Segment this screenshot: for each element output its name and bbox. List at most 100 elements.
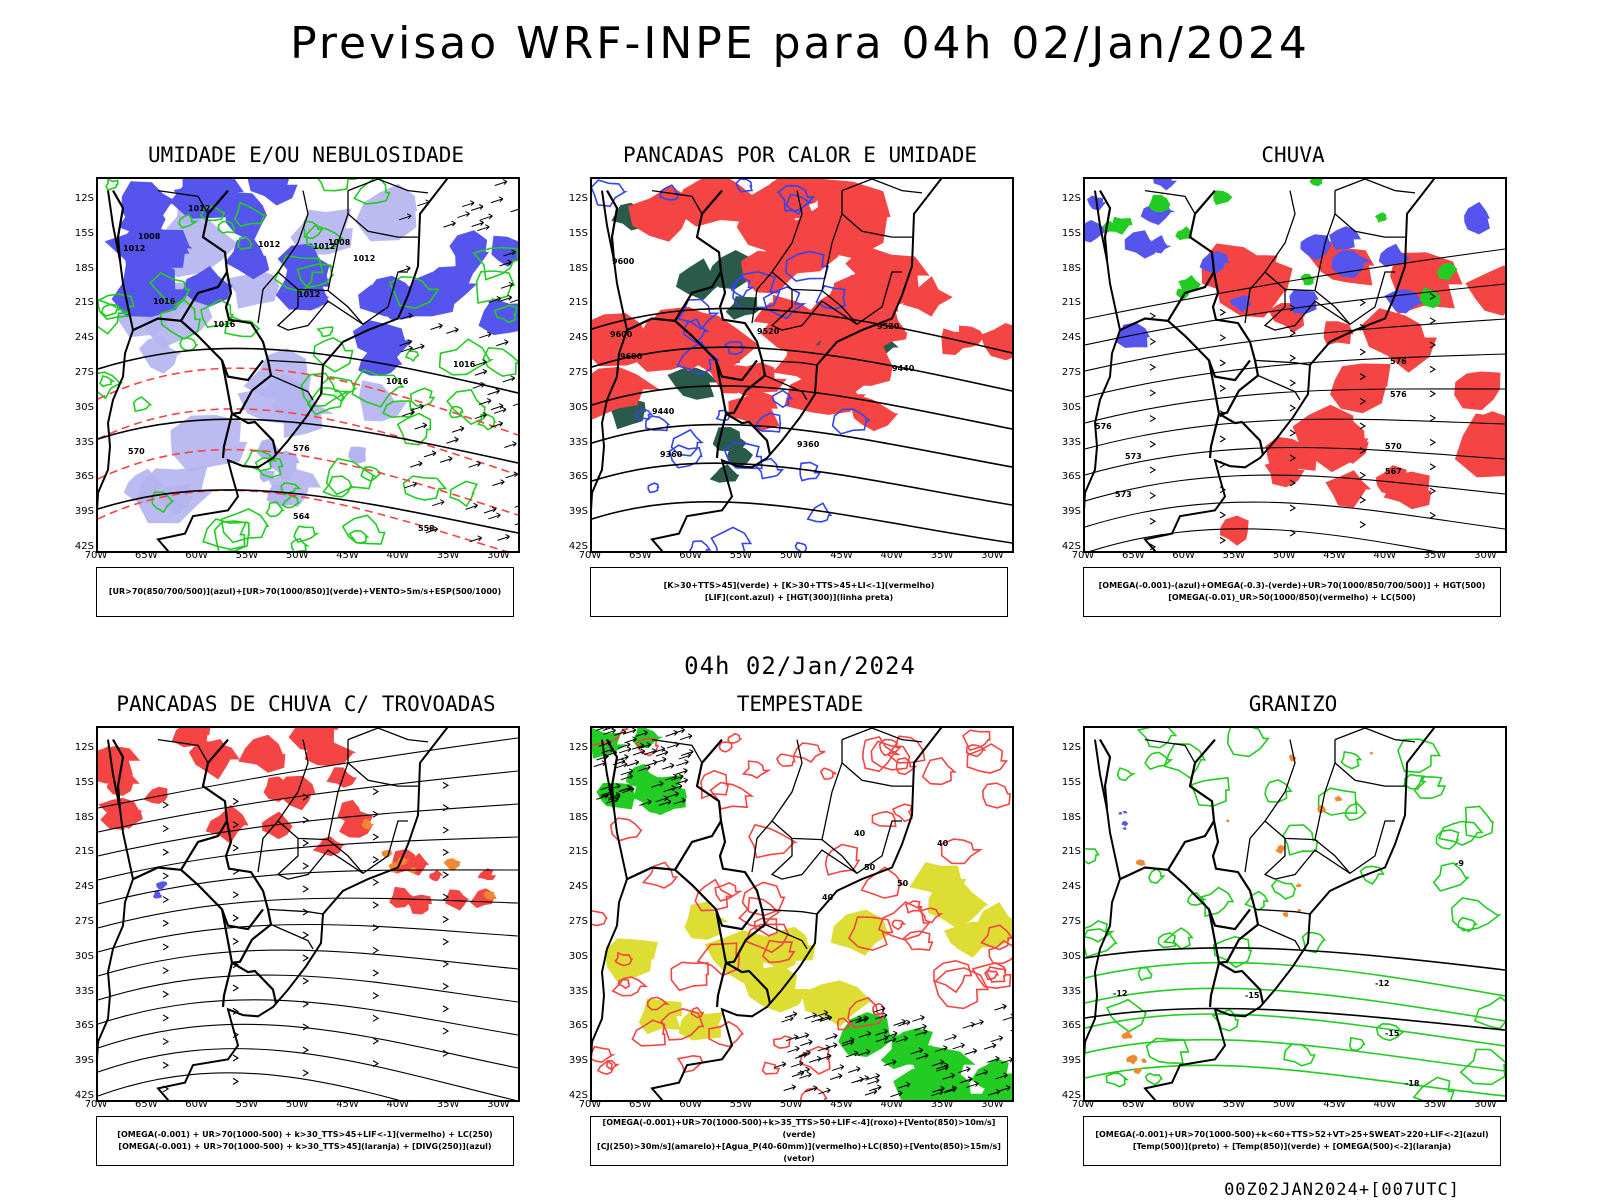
panel-3-legend: [OMEGA(-0.001)-(azul)+OMEGA(-0.3)-(verde… (1083, 567, 1501, 617)
rain-red-area (1474, 411, 1505, 444)
panel-1-lon-tick: 60W (185, 550, 208, 561)
panel-4-map-svg (98, 728, 518, 1100)
jet250-yellow-area (909, 862, 967, 896)
panel-6-lat-tick: 33S (1061, 985, 1081, 997)
panel-3-state-border (1257, 374, 1301, 401)
wind-vector (399, 213, 412, 221)
wind-vector (665, 729, 678, 737)
omega-orange-area (1225, 819, 1231, 823)
panel-3-lon-tick: 70W (1071, 550, 1095, 561)
panel-6-state-border (1218, 961, 1265, 1004)
precipitable-water-red-contour (792, 742, 826, 764)
humidity-green-contour (325, 457, 378, 496)
storm-red-area (100, 798, 139, 830)
panel-6-lat-tick: 27S (1061, 916, 1081, 927)
panel-2-lat-tick: 42S (568, 541, 588, 552)
hgt500-streamline-arrow (1429, 414, 1437, 422)
wind-vector (658, 798, 672, 806)
lc250-streamline-arrow (302, 931, 310, 939)
panel-2-title: PANCADAS POR CALOR E UMIDADE (622, 143, 977, 167)
panel-1-legend: [UR>70(850/700/500)](azul)+[UR>70(1000/8… (96, 567, 514, 617)
wind-vector (943, 1086, 957, 1094)
panel-1-lon-tick: 50W (285, 550, 309, 561)
rain-red-area (1383, 471, 1432, 510)
panel-4-state-border (267, 908, 324, 915)
panel-5-lat-tick: 42S (568, 1090, 588, 1101)
precipitable-water-red-contour (741, 881, 786, 917)
rain-red-area (1323, 321, 1354, 346)
storm-red-area (261, 811, 293, 840)
humidity-blue-area (124, 220, 193, 278)
panel-6-state-border (1254, 908, 1311, 915)
hgt300-black-contour (592, 346, 1012, 392)
storm-blue-area (156, 883, 163, 889)
panel-1-lat-tick: 30S (74, 401, 94, 413)
wind-vector (857, 1048, 871, 1056)
contour-label: 570 (1385, 442, 1402, 451)
contour-label: 570 (128, 447, 145, 456)
precipitable-water-red-contour (902, 930, 934, 952)
panel-1-lat-tick: 21S (74, 297, 94, 309)
panel-6-state-border (1167, 868, 1251, 931)
wind-vector (818, 1087, 831, 1095)
contour-label: -9 (1455, 859, 1464, 868)
wind-vector (461, 200, 475, 208)
wind-vector (623, 728, 637, 735)
panel-3-state-border (1167, 319, 1251, 382)
wind-vector (651, 780, 664, 788)
hgt500-streamline-arrow (1429, 365, 1437, 373)
panel-4-lat-tick: 36S (74, 1020, 94, 1032)
temp850-green-contour (1270, 879, 1297, 900)
panel-2-state-border (821, 271, 902, 326)
wind-vector (897, 1081, 911, 1089)
wind-vector (400, 345, 414, 353)
panel-4-lat-tick: 30S (74, 950, 94, 962)
wind-vector (514, 505, 518, 508)
wind-vector (874, 1012, 888, 1020)
hgt500-streamline (1085, 418, 1505, 450)
panel-2-lat-tick: 18S (568, 262, 588, 274)
hgt500-streamline-arrow (1219, 536, 1227, 544)
panel-6-state-border (1144, 738, 1196, 764)
humidity-green-contour (98, 293, 135, 320)
hgt500-streamline-arrow (1429, 463, 1437, 471)
humidity-green-contour (293, 525, 320, 543)
wind-vector (875, 1035, 889, 1043)
storm-red-area (339, 811, 373, 838)
wind-vector (414, 422, 428, 430)
lifted-index-blue-contour (634, 408, 654, 422)
precipitable-water-red-contour (690, 1006, 705, 1019)
wind-vector (499, 294, 513, 302)
hgt500-streamline-arrow (1219, 334, 1227, 342)
precipitable-water-red-contour (646, 996, 670, 1011)
panel-5-legend-line: [CJ(250)>30m/s](amarelo)+[Agua_P(40-60mm… (597, 1142, 1001, 1163)
panel-6-lon-tick: 60W (1172, 1099, 1195, 1110)
panel-2-lon-tick: 30W (981, 550, 1004, 561)
panel-2-state-border (725, 412, 772, 455)
wind-vector (872, 1005, 886, 1013)
panel-2-state-border (770, 289, 858, 331)
panel-2-lat-tick: 21S (568, 297, 588, 309)
panel-5-lon-tick: 45W (830, 1099, 853, 1110)
panel-5-title: TEMPESTADE (736, 692, 864, 716)
storm-orange-area (443, 858, 460, 871)
humidity-green-contour (265, 501, 285, 518)
precipitable-water-red-contour (918, 907, 944, 924)
humidity-light-blue-area (275, 463, 297, 482)
panel-1-lat-tick: 24S (74, 332, 94, 344)
lifted-index-blue-contour (710, 526, 753, 551)
temp850-green-contour (1457, 916, 1478, 933)
wind-vector (430, 323, 443, 330)
instability-red-area (765, 205, 853, 275)
wind-vector (998, 1084, 1011, 1092)
lc250-streamline-arrow (372, 833, 380, 841)
wind-vector (669, 783, 683, 791)
panel-1-state-border (257, 271, 279, 324)
lc250-streamline-arrow (162, 825, 170, 833)
panel-5-state-border (764, 923, 808, 950)
lc250-streamline-arrow (232, 891, 240, 899)
humidity-green-contour (475, 270, 516, 304)
panel-5-lat-tick: 30S (568, 950, 588, 962)
rain-green-area (1175, 226, 1193, 241)
wind-vector (815, 1010, 829, 1017)
